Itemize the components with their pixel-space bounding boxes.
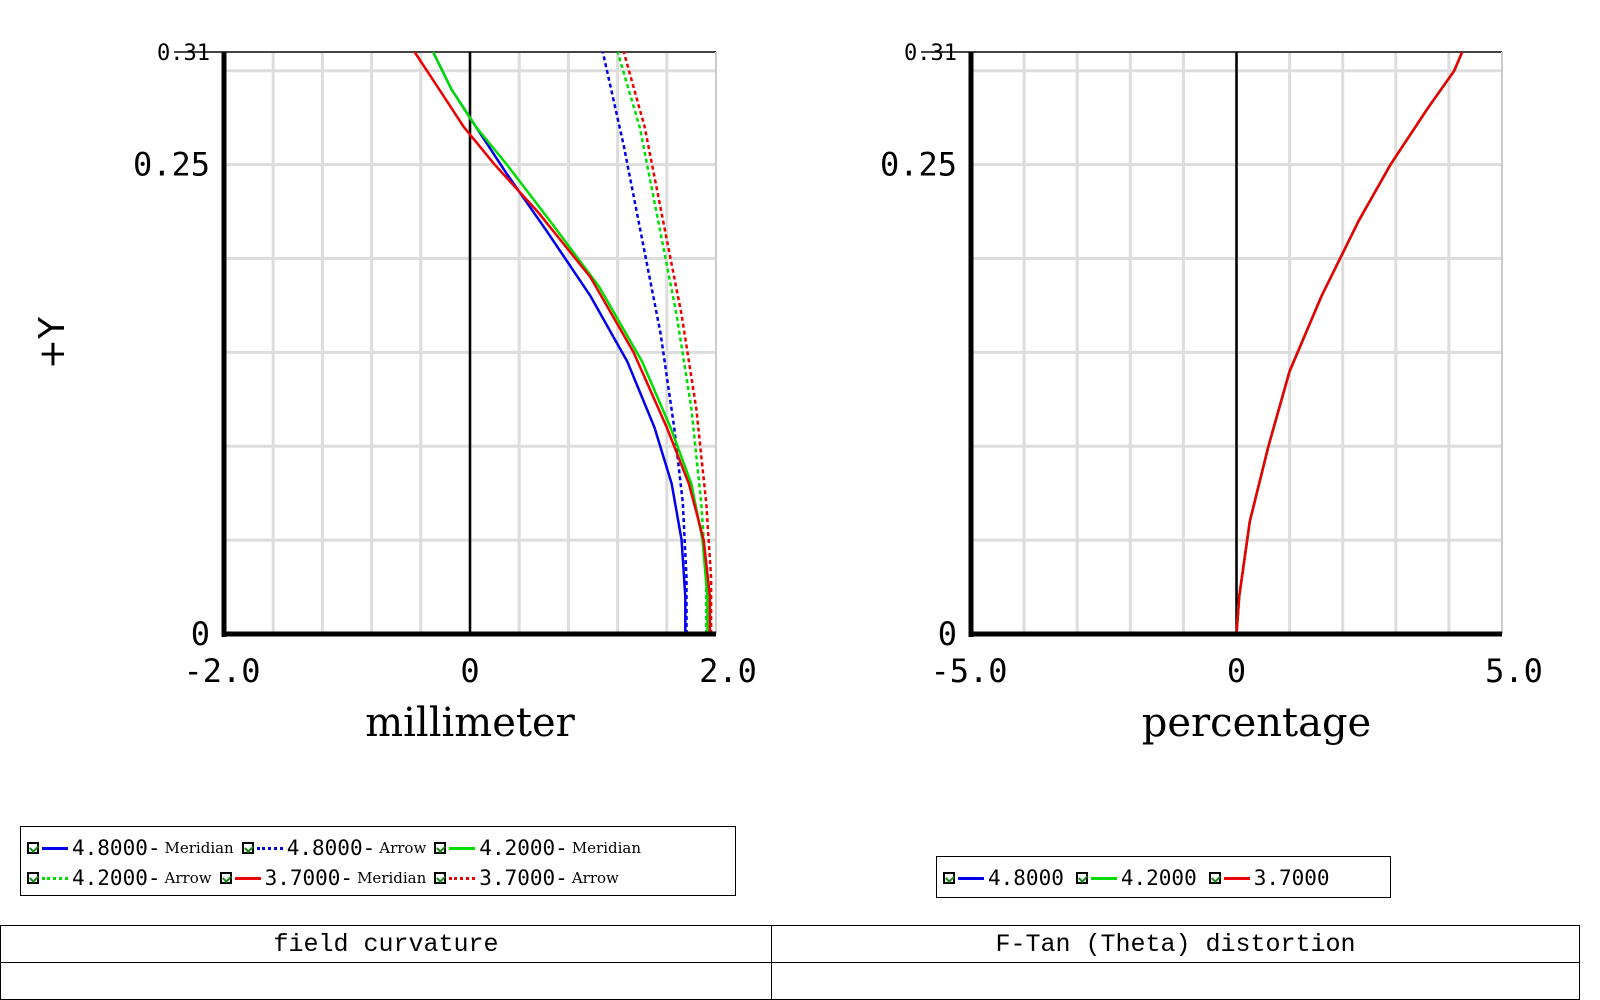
legend-swatch [42,876,68,880]
legend-swatch [1090,876,1117,880]
x-tick-label: 2.0 [699,652,757,690]
legend-tag: Arrow [571,869,619,887]
x-tick-label: 5.0 [1485,652,1543,690]
legend-entry: 3.7000- Meridian [219,866,427,890]
legend-tag: Arrow [379,839,427,857]
caption-table: field curvature F-Tan (Theta) distortion [0,925,1580,1000]
legend-swatch [234,876,261,880]
legend-entry: 4.2000- Arrow [27,866,212,890]
series-line [616,51,708,634]
legend-checkbox-icon[interactable] [1208,872,1221,884]
y-tick-label: 0.25 [133,146,210,184]
legend-tag: Meridian [164,839,234,857]
series-line [1235,51,1464,635]
legend-checkbox-icon[interactable] [434,842,447,854]
legend-swatch [256,846,283,850]
legend-entry: 4.2000- Meridian [434,836,641,860]
legend-row: 4.8000- Meridian 4.8000- Arrow 4.2000- Meridi… [27,833,735,863]
distortion-legend: 4.8000 4.2000 3.7000 [936,856,1391,898]
y-tick-label: 0.31 [904,41,957,66]
legend-value: 4.8000- [286,836,376,860]
y-tick-label: 0.25 [880,146,957,184]
series-line [622,51,713,634]
series-line [413,51,712,634]
legend-row: 4.2000- Arrow 3.7000- Meridian 3.7000- Arrow [27,863,735,893]
legend-checkbox-icon[interactable] [27,872,39,884]
legend-entry: 4.8000 [943,866,1068,890]
legend-swatch [449,876,476,880]
legend-tag: Meridian [357,869,427,887]
legend-tag: Meridian [571,839,642,857]
x-tick-label: -5.0 [930,652,1007,690]
legend-checkbox-icon[interactable] [943,872,955,884]
legend-entry: 4.8000- Arrow [241,836,427,860]
series-line [1235,51,1464,635]
legend-entry: 4.8000- Meridian [27,836,234,860]
legend-checkbox-icon[interactable] [27,842,39,854]
legend-swatch [42,846,68,850]
legend-entry: 3.7000 [1208,866,1334,890]
x-axis-label: millimeter [365,700,575,746]
legend-entry: 4.2000 [1075,866,1201,890]
legend-value: 4.8000- [72,836,161,860]
legend-checkbox-icon[interactable] [241,842,254,854]
legend-value: 3.7000- [479,866,568,890]
field-curvature-legend: 4.8000- Meridian 4.8000- Arrow 4.2000- Meridi… [20,826,736,896]
distortion-caption: F-Tan (Theta) distortion [771,925,1580,963]
legend-checkbox-icon[interactable] [219,872,232,884]
y-axis-label: +Y [32,316,73,369]
legend-swatch [958,876,984,880]
legend-value: 3.7000- [264,866,354,890]
x-tick-label: 0 [460,652,479,690]
field-curvature-caption: field curvature [0,925,772,963]
empty-cell-right [771,962,1580,1000]
legend-checkbox-icon[interactable] [1075,872,1088,884]
series-line [601,51,688,634]
legend-value: 4.2000- [72,866,161,890]
series-line [1235,51,1464,635]
x-tick-label: 0 [1227,652,1246,690]
x-axis-label: percentage [1142,700,1371,746]
legend-row: 4.8000 4.2000 3.7000 [943,863,1390,893]
empty-cell-left [0,962,772,1000]
legend-value: 4.2000- [479,836,568,860]
legend-entry: 3.7000- Arrow [434,866,619,890]
y-tick-label: 0 [938,615,957,653]
x-tick-label: -2.0 [183,652,260,690]
legend-value: 4.2000 [1120,866,1197,890]
legend-swatch [449,846,476,850]
legend-value: 3.7000 [1253,866,1330,890]
legend-value: 4.8000 [988,866,1064,890]
legend-checkbox-icon[interactable] [434,872,447,884]
y-tick-label: 0 [191,615,210,653]
y-tick-label: 0.31 [157,41,210,66]
legend-tag: Arrow [164,869,212,887]
legend-swatch [1223,876,1250,880]
